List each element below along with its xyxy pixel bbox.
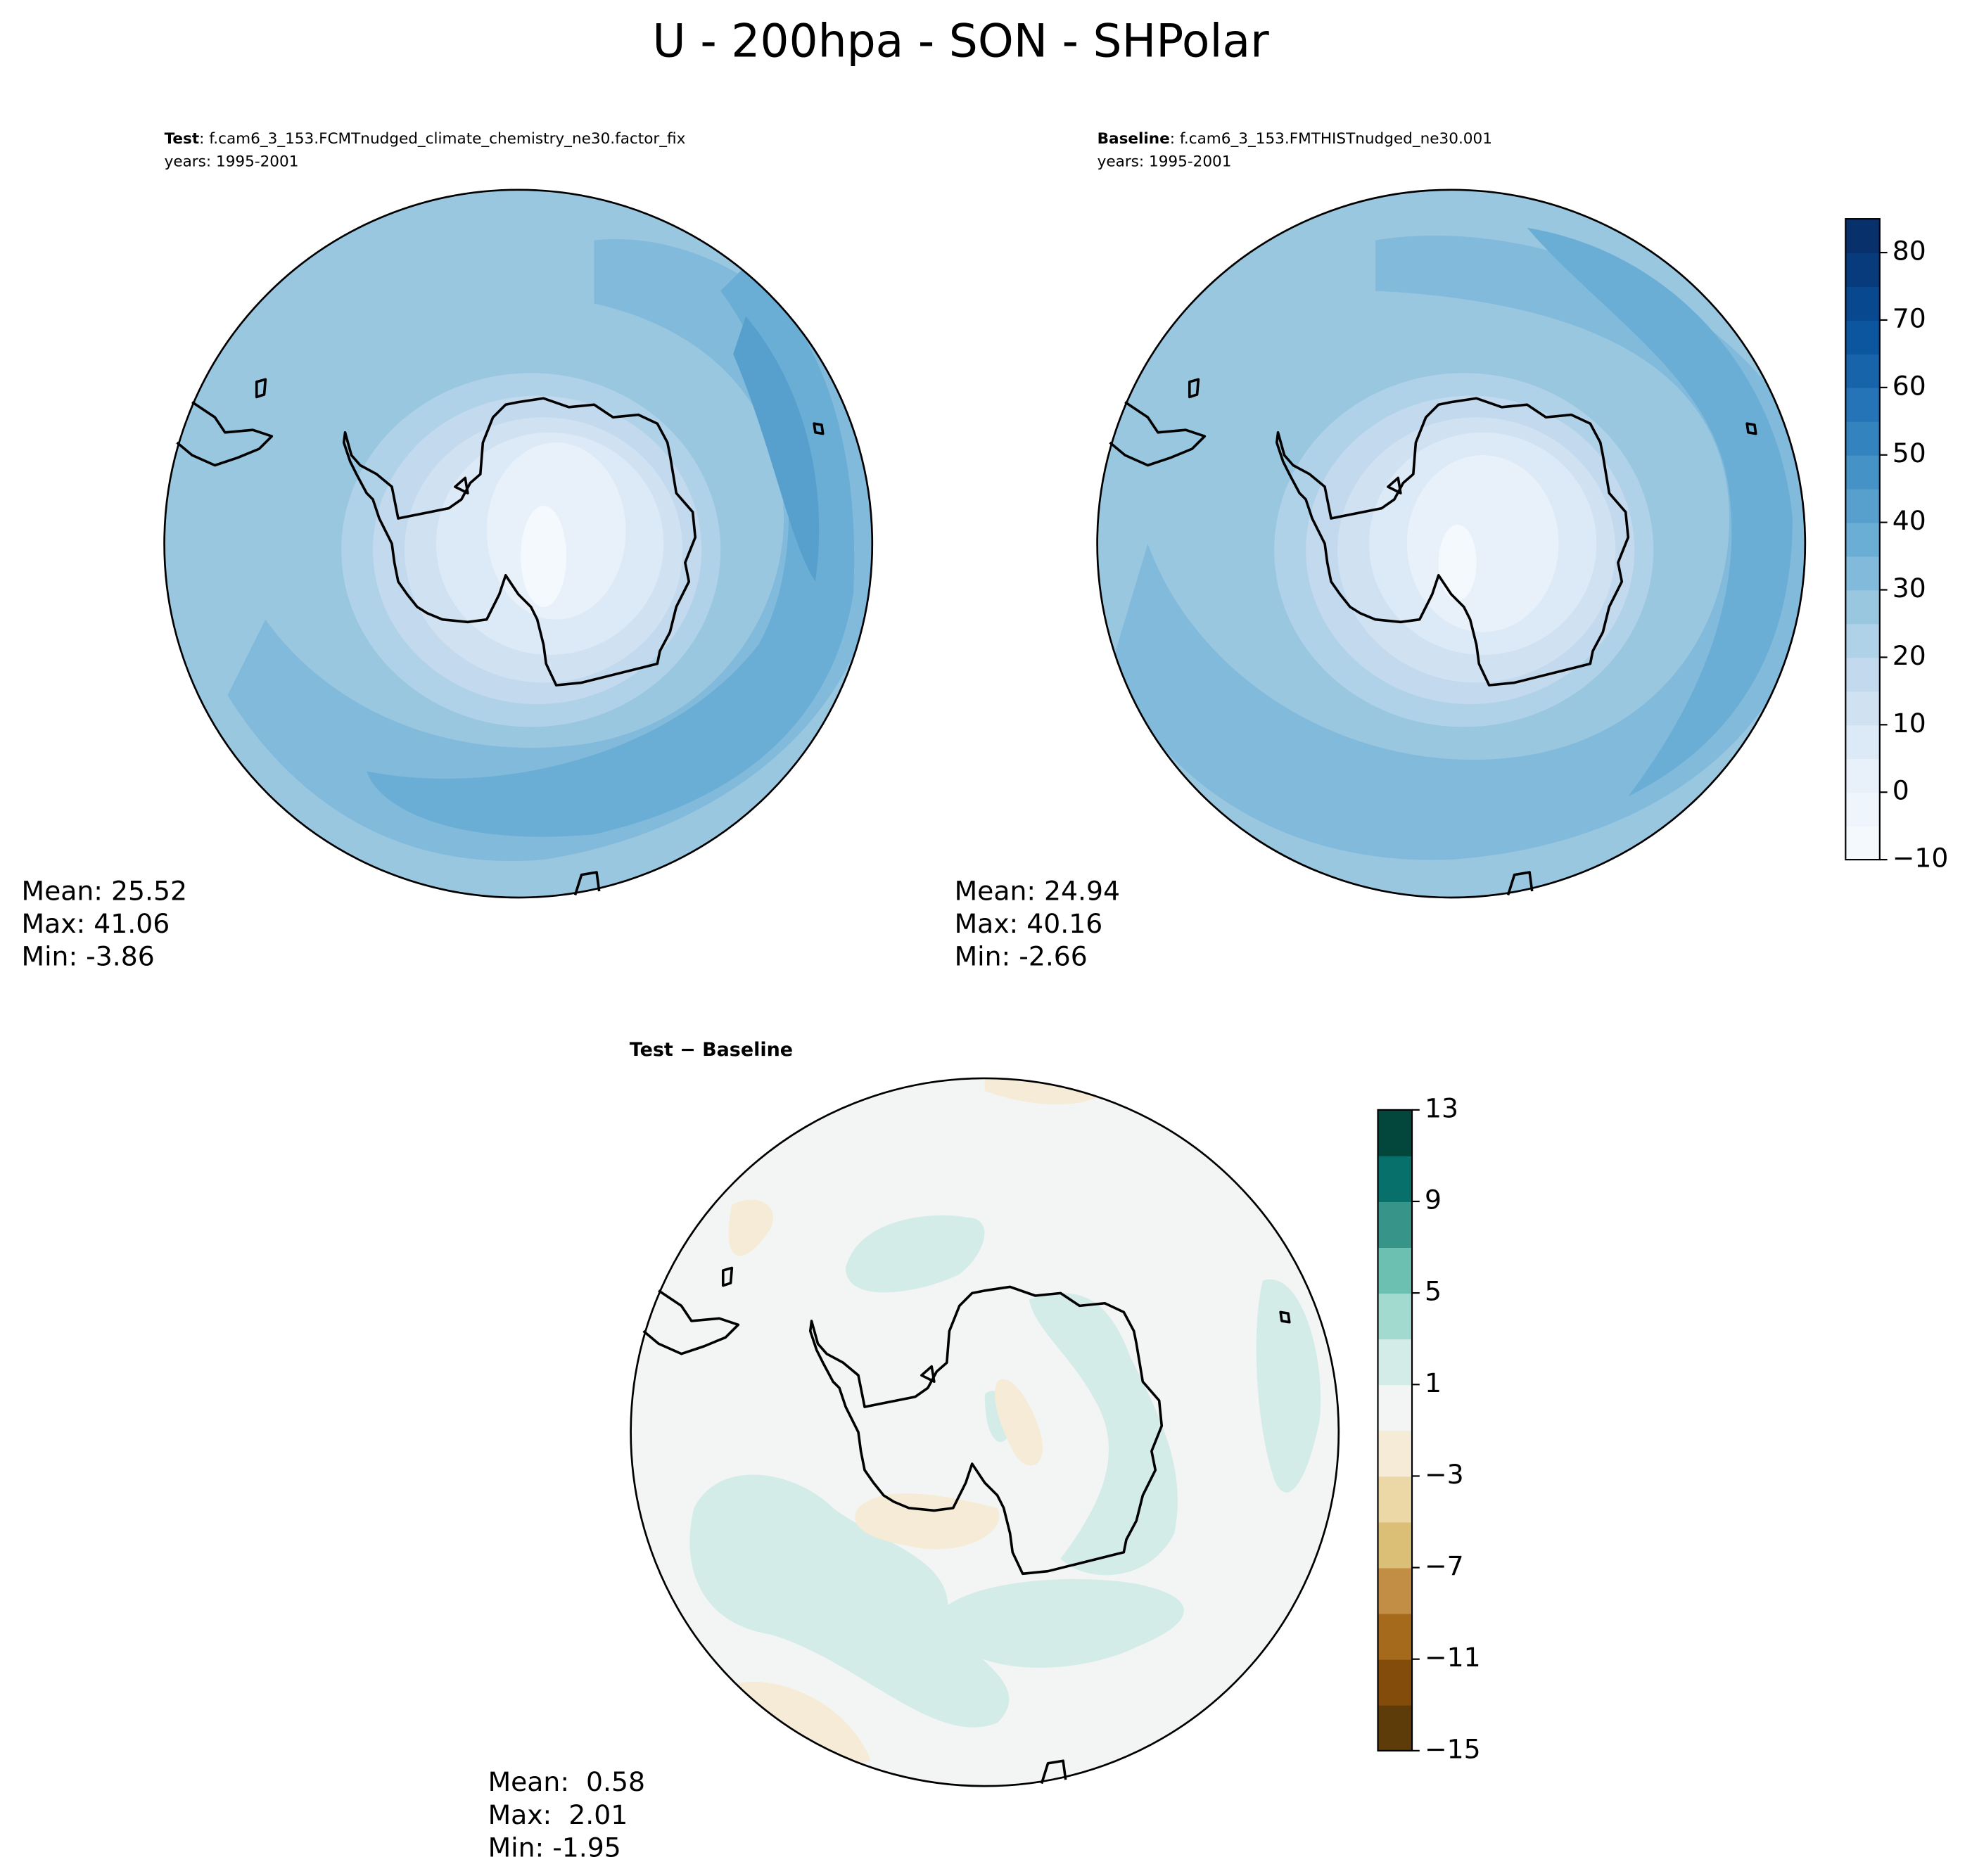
colorbar-tick-label: −7 <box>1425 1550 1464 1581</box>
colorbar-tick-label: 13 <box>1425 1092 1458 1123</box>
colorbar-band <box>1378 1521 1413 1569</box>
colorbar-band <box>1845 623 1880 658</box>
map-baseline <box>1096 189 1807 899</box>
colorbar-frame <box>1377 1109 1413 1751</box>
colorbar-band <box>1845 589 1880 625</box>
panel-title: Baseline: f.cam6_3_153.FMTHISTnudged_ne3… <box>1098 130 1492 148</box>
colorbar-band <box>1845 387 1880 422</box>
colorbar-band <box>1845 286 1880 321</box>
colorbar-tick-label: 40 <box>1893 505 1926 536</box>
colorbar-band <box>1845 319 1880 355</box>
colorbar-band <box>1378 1155 1413 1202</box>
panel-years: years: 1995-2001 <box>165 153 299 170</box>
colorbar-band <box>1845 253 1880 287</box>
colorbar-band <box>1845 454 1880 490</box>
panel-stat: Max: 41.06 <box>22 908 170 939</box>
colorbar-band <box>1378 1384 1413 1431</box>
colorbar-band <box>1845 421 1880 456</box>
colorbar-band <box>1378 1201 1413 1248</box>
colorbar-tick-label: −11 <box>1425 1642 1481 1673</box>
colorbar-band <box>1845 725 1880 760</box>
colorbar-tick-label: −15 <box>1425 1733 1481 1764</box>
panel-title-case: : f.cam6_3_153.FCMTnudged_climate_chemis… <box>199 130 685 148</box>
colorbar-tick-label: 50 <box>1893 438 1926 468</box>
colorbar-tick-label: −10 <box>1893 843 1949 874</box>
colorbar-band <box>1845 792 1880 827</box>
colorbar-band <box>1845 353 1880 388</box>
colorbar-band <box>1845 556 1880 591</box>
colorbar-band <box>1378 1659 1413 1706</box>
colorbar-band <box>1378 1613 1413 1660</box>
panel-stat: Min: -1.95 <box>488 1832 621 1863</box>
colorbar-tick-label: −3 <box>1425 1459 1464 1490</box>
colorbar-band <box>1845 522 1880 557</box>
panel-stat: Mean: 25.52 <box>22 875 187 906</box>
colorbar-tick-label: 10 <box>1893 708 1926 739</box>
colorbar-band <box>1378 1567 1413 1614</box>
panel-stat: Mean: 24.94 <box>955 875 1120 906</box>
colorbar-frame <box>1845 218 1881 861</box>
colorbar-tick-label: 5 <box>1425 1276 1442 1307</box>
map-test <box>163 189 874 899</box>
panel-title-case: : f.cam6_3_153.FMTHISTnudged_ne30.001 <box>1170 130 1492 148</box>
panel-title: Test: f.cam6_3_153.FCMTnudged_climate_ch… <box>165 130 686 148</box>
panel-stat: Min: -3.86 <box>22 941 155 972</box>
colorbar-band <box>1378 1704 1413 1751</box>
colorbar-tick-label: 9 <box>1425 1185 1442 1215</box>
colorbar-band <box>1845 758 1880 793</box>
panel-title: Test − Baseline <box>630 1039 793 1061</box>
panel-stat: Min: -2.66 <box>955 941 1088 972</box>
colorbar-band <box>1378 1339 1413 1386</box>
colorbar-tick-label: 70 <box>1893 302 1926 333</box>
colorbar-tick-label: 80 <box>1893 236 1926 267</box>
colorbar-tick-label: 30 <box>1893 573 1926 604</box>
colorbar-band <box>1378 1109 1413 1156</box>
figure-title: U - 200hpa - SON - SHPolar <box>652 15 1269 68</box>
panel-stat: Max: 40.16 <box>955 908 1103 939</box>
colorbar-band <box>1378 1476 1413 1523</box>
colorbar-band <box>1845 488 1880 523</box>
panel-stat: Mean: 0.58 <box>488 1766 645 1797</box>
colorbar-tick-label: 0 <box>1893 775 1909 806</box>
colorbar-band <box>1845 826 1880 860</box>
colorbar-band <box>1378 1430 1413 1477</box>
panel-title-bold: Baseline <box>1098 130 1170 148</box>
panel-stat: Max: 2.01 <box>488 1799 628 1830</box>
colorbar-band <box>1378 1293 1413 1340</box>
colorbar-band <box>1845 657 1880 692</box>
colorbar-tick-label: 60 <box>1893 370 1926 401</box>
panel-years: years: 1995-2001 <box>1098 153 1232 170</box>
colorbar-band <box>1845 691 1880 726</box>
map-difference <box>630 1077 1340 1787</box>
colorbar-tick-label: 20 <box>1893 640 1926 671</box>
colorbar-band <box>1845 219 1880 253</box>
colorbar-tick-label: 1 <box>1425 1367 1442 1398</box>
panel-title-bold: Test <box>165 130 200 148</box>
colorbar-band <box>1378 1247 1413 1294</box>
